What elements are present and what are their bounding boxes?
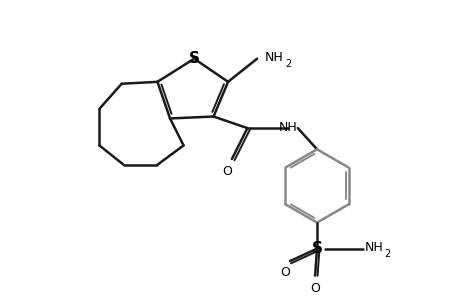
Text: O: O [222, 165, 232, 178]
Text: 2: 2 [384, 249, 390, 259]
Text: S: S [188, 51, 199, 66]
Text: O: O [309, 282, 319, 295]
Text: O: O [280, 266, 290, 280]
Text: NH: NH [264, 51, 283, 64]
Text: S: S [311, 241, 322, 256]
Text: 2: 2 [285, 59, 291, 69]
Text: NH: NH [364, 241, 383, 254]
Text: NH: NH [278, 121, 297, 134]
